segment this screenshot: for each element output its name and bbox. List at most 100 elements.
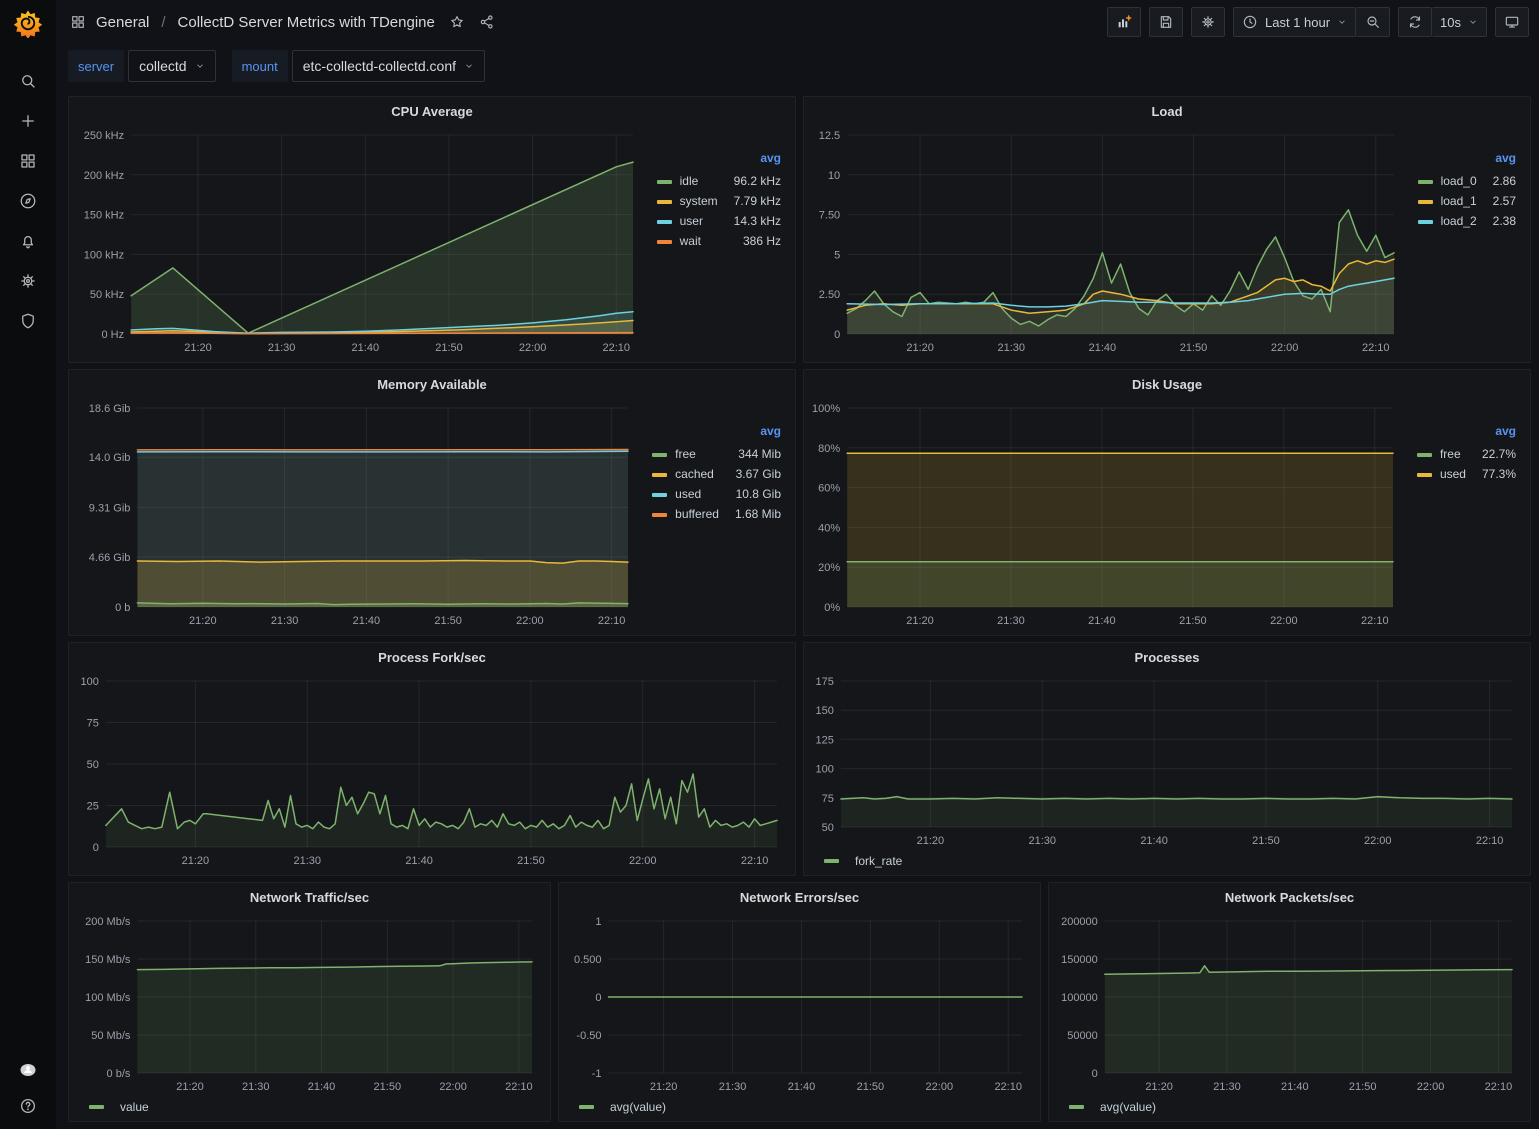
legend-item[interactable]: idle 96.2 kHz (655, 171, 783, 191)
panel-header[interactable]: CPU Average (69, 97, 795, 125)
graph-plot[interactable]: 0 b 4.66 Gib 9.31 Gib 14.0 Gib 18.6 Gib 21:20… (75, 398, 638, 631)
legend-item[interactable]: system 7.79 kHz (655, 191, 783, 211)
legend-item[interactable]: free 22.7% (1415, 444, 1518, 464)
legend-label[interactable]: free (675, 447, 696, 461)
refresh-button[interactable] (1398, 7, 1433, 37)
legend-label[interactable]: buffered (675, 507, 719, 521)
legend-label[interactable]: fork_rate (855, 854, 903, 868)
graph-plot[interactable]: 0 b/s 50 Mb/s 100 Mb/s 150 Mb/s 200 Mb/s 21:2… (75, 911, 542, 1097)
legend-label[interactable]: load_1 (1440, 194, 1477, 208)
legend-label[interactable]: idle (679, 174, 699, 188)
series-color-swatch[interactable] (652, 452, 668, 457)
legend-item[interactable]: load_1 2.57 (1416, 191, 1518, 211)
share-icon[interactable] (479, 14, 495, 30)
svg-text:0: 0 (1092, 1068, 1098, 1080)
legend-label[interactable]: system (679, 194, 718, 208)
graph-plot[interactable]: 0% 20% 40% 60% 80% 100% 21:20 21:30 21:40 21:50 22… (810, 398, 1403, 631)
legend-item[interactable]: load_0 2.86 (1416, 171, 1518, 191)
page-title[interactable]: CollectD Server Metrics with TDengine (177, 13, 435, 31)
panel-header[interactable]: Disk Usage (804, 370, 1530, 398)
refresh-interval-button[interactable]: 10s (1432, 7, 1487, 37)
series-color-swatch[interactable] (652, 472, 668, 477)
legend-item[interactable]: free 344 Mib (650, 444, 783, 464)
svg-text:50: 50 (87, 759, 99, 771)
series-color-swatch[interactable] (1069, 1105, 1084, 1109)
alerting-bell-icon[interactable] (19, 232, 37, 250)
svg-text:100%: 100% (812, 403, 840, 415)
series-color-swatch[interactable] (1417, 199, 1433, 204)
legend-item[interactable]: wait 386 Hz (655, 231, 783, 251)
grafana-logo[interactable] (13, 8, 43, 38)
zoom-out-button[interactable] (1356, 7, 1391, 37)
series-color-swatch[interactable] (1416, 472, 1432, 477)
panel-process-fork: Process Fork/sec 0 25 50 75 100 21:20 21:30 21:… (68, 642, 796, 876)
panel-header[interactable]: Network Errors/sec (559, 883, 1040, 911)
apps-grid-icon (72, 16, 84, 28)
series-color-swatch[interactable] (656, 219, 672, 224)
series-color-swatch[interactable] (656, 179, 672, 184)
server-admin-shield-icon[interactable] (19, 312, 37, 330)
add-panel-button[interactable] (1106, 7, 1141, 37)
svg-text:21:50: 21:50 (434, 615, 462, 627)
configuration-gear-icon[interactable] (19, 272, 37, 290)
panel-header[interactable]: Process Fork/sec (69, 643, 795, 671)
search-icon[interactable] (19, 72, 37, 90)
svg-text:22:10: 22:10 (1361, 615, 1389, 627)
save-dashboard-button[interactable] (1148, 7, 1183, 37)
legend-label[interactable]: used (1439, 467, 1466, 481)
graph-plot[interactable]: 0 25 50 75 100 21:20 21:30 21:40 21:50 22:00 22:10 (75, 671, 787, 871)
series-color-swatch[interactable] (652, 492, 668, 497)
series-color-swatch[interactable] (1417, 179, 1433, 184)
legend-item[interactable]: used 77.3% (1415, 464, 1518, 484)
variable-mount-select[interactable]: etc-collectd-collectd.conf (291, 50, 486, 82)
legend-label[interactable]: load_0 (1440, 174, 1477, 188)
panel-header[interactable]: Network Traffic/sec (69, 883, 550, 911)
series-color-swatch[interactable] (652, 512, 668, 517)
user-avatar[interactable] (19, 1061, 37, 1079)
legend-item[interactable]: load_2 2.38 (1416, 211, 1518, 231)
legend-item[interactable]: cached 3.67 Gib (650, 464, 783, 484)
graph-plot[interactable]: 50 75 100 125 150 175 21:20 21:30 21:40 21:50 22:0… (810, 671, 1522, 851)
dashboard-settings-button[interactable] (1190, 7, 1225, 37)
legend-label[interactable]: free (1439, 447, 1461, 461)
panel-header[interactable]: Memory Available (69, 370, 795, 398)
panel-header[interactable]: Processes (804, 643, 1530, 671)
legend-label[interactable]: value (120, 1100, 149, 1114)
legend-label[interactable]: wait (679, 234, 701, 248)
legend-item[interactable]: buffered 1.68 Mib (650, 504, 783, 524)
cycle-view-button[interactable] (1495, 7, 1529, 37)
time-range-button[interactable]: Last 1 hour (1232, 7, 1357, 37)
series-color-swatch[interactable] (1417, 219, 1433, 224)
legend-item[interactable]: user 14.3 kHz (655, 211, 783, 231)
legend-label[interactable]: avg(value) (1100, 1100, 1157, 1114)
series-color-swatch[interactable] (824, 859, 839, 863)
breadcrumb-folder[interactable]: General (96, 13, 150, 31)
graph-plot[interactable]: 0 Hz 50 kHz 100 kHz 150 kHz 200 kHz 250 kHz 21… (75, 125, 643, 358)
legend-label[interactable]: cached (675, 467, 714, 481)
dashboards-grid-icon[interactable] (19, 152, 37, 170)
legend-label[interactable]: avg(value) (610, 1100, 667, 1114)
explore-compass-icon[interactable] (19, 192, 37, 210)
svg-text:22:10: 22:10 (741, 855, 769, 867)
series-color-swatch[interactable] (656, 199, 672, 204)
series-color-swatch[interactable] (89, 1105, 104, 1109)
series-color-swatch[interactable] (579, 1105, 594, 1109)
legend-label[interactable]: load_2 (1440, 214, 1477, 228)
variable-server-select[interactable]: collectd (128, 50, 216, 82)
help-icon[interactable] (19, 1097, 37, 1115)
star-icon[interactable] (449, 14, 465, 30)
panel-header[interactable]: Network Packets/sec (1049, 883, 1530, 911)
series-color-swatch[interactable] (656, 239, 672, 244)
series-color-swatch[interactable] (1416, 452, 1432, 457)
legend-label[interactable]: user (679, 214, 703, 228)
create-plus-icon[interactable] (19, 112, 37, 130)
svg-text:25: 25 (87, 801, 99, 813)
graph-plot[interactable]: -1 -0.50 0 0.500 1 21:20 21:30 21:40 21:50 22:00 2… (565, 911, 1032, 1097)
legend-item[interactable]: used 10.8 Gib (650, 484, 783, 504)
legend-label[interactable]: used (675, 487, 702, 501)
chart-canvas: 0 Hz 50 kHz 100 kHz 150 kHz 200 kHz 250 kHz 21… (84, 130, 634, 354)
panel-header[interactable]: Load (804, 97, 1530, 125)
graph-plot[interactable]: 0 50000 100000 150000 200000 21:20 21:30 21:40 2… (1055, 911, 1522, 1097)
graph-plot[interactable]: 0 2.50 5 7.50 10 12.5 21:20 21:30 21:40 21:50 22:0… (810, 125, 1404, 358)
variable-mount-label: mount (231, 50, 288, 82)
